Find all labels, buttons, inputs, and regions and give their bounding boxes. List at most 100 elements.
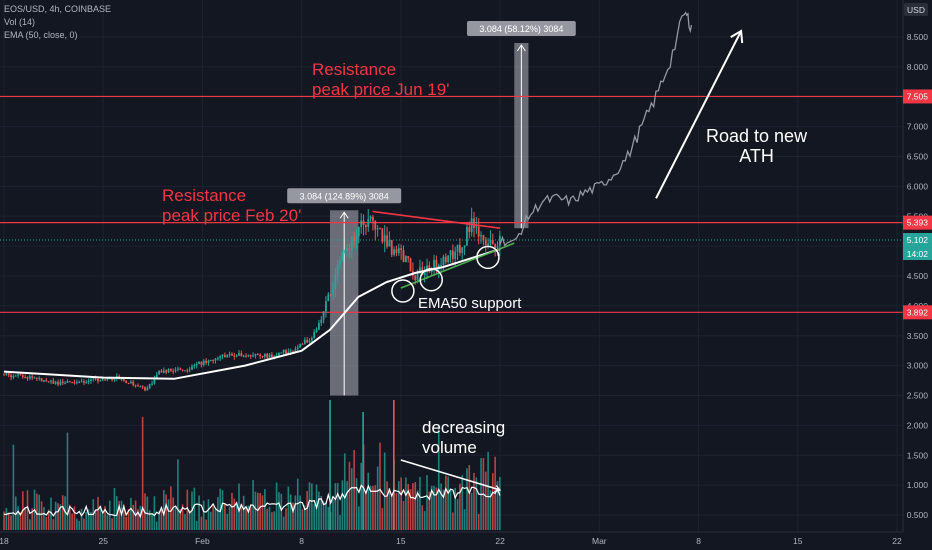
candle-body [45,380,48,382]
candle-body [144,387,146,391]
candle-body [372,216,374,221]
candle-body [106,378,109,380]
support-circles [391,245,500,303]
candle-body [155,374,158,378]
candle-body [451,250,454,259]
volume-bar [83,518,85,530]
volume-bar [214,508,217,530]
volume-bar [73,506,76,530]
volume-bar [430,485,433,530]
volume-bar [452,512,454,530]
volume-bar [311,483,313,530]
candle-body [249,355,252,357]
volume-bar [132,504,135,530]
candle-body [480,235,482,237]
price-axis[interactable]: 0.5001.0001.5002.0002.5003.0003.5004.000… [902,0,932,532]
volume-bar [423,511,426,530]
measure-label-bg [287,188,402,204]
candle-body [31,376,34,379]
candle-body [216,358,219,360]
volume-bar [285,508,287,530]
resistance-jun-annotation: Resistance peak price Jun 19' [312,60,449,100]
volume-bar [313,504,315,530]
candle-body [179,368,182,370]
candle-body [393,249,395,255]
candle-body [336,264,339,275]
candle-body [252,355,254,357]
time-axis[interactable]: 18 25 Feb 8 15 22 Mar 8 15 22 [0,531,932,550]
volume-bar [148,510,151,530]
axis-background [903,0,932,532]
candle-body [73,382,76,384]
volume-bar [348,461,351,530]
candle-body [184,370,186,372]
volume-spike [329,400,331,530]
resistance-trendline [372,210,501,229]
ema50-support-annotation: EMA50 support [418,295,522,312]
candle-body [407,256,410,259]
volume-bar [104,506,106,530]
candle-body [12,375,15,378]
candle-body [332,289,334,295]
horizontal-lines[interactable] [0,95,903,313]
price-label: 5.393 [907,218,929,228]
volume-bar [419,476,421,530]
volume-bar [332,499,334,530]
candle-body [24,376,27,378]
volume-bar [369,485,372,530]
support-circle [476,245,500,270]
candle-body [484,240,487,246]
candle-body [322,311,325,320]
volume-bar [5,508,8,530]
volume-bar [54,501,57,530]
volume-indicator-label[interactable]: Vol (14) [4,17,36,27]
candle-body [259,354,262,357]
volume-spike [393,400,395,530]
volume-bar [45,517,48,530]
volume-bar [372,485,374,530]
volume-bar [101,514,104,530]
volume-bar [367,472,370,530]
candle-body [158,370,160,375]
time-tick: 8 [299,536,304,546]
support-circle [391,279,415,303]
candle-body [125,381,128,383]
volume-bar [296,478,299,530]
volume_trend-trendline [400,459,501,491]
price-tick: 1.000 [907,480,929,490]
resistance-feb-annotation: Resistance peak price Feb 20' [162,186,301,226]
candle-body [108,378,111,380]
volume-bar [94,510,97,530]
time-tick: 22 [495,536,505,546]
volume-bar [249,506,252,530]
candle-body [148,384,151,388]
candle-body [360,220,363,227]
candle-body [487,243,489,246]
volume-bar [106,514,109,530]
volume-bar [437,424,440,530]
volume-bar [151,513,153,530]
volume-bar [245,507,247,530]
candle-body [489,240,492,244]
candle-body [111,378,113,381]
candle-body [151,383,153,385]
candle-body [397,248,400,254]
volume-bar [71,513,73,530]
volume-bar [231,492,233,530]
dec-vol-line2: volume [422,438,477,457]
volume-bar [433,485,435,530]
dec-vol-line1: decreasing [422,418,506,437]
candle-body [47,381,50,383]
volume-bar [484,471,487,530]
ema-indicator-label[interactable]: EMA (50, close, 0) [4,30,78,40]
road-line1: Road to new [706,126,808,146]
volume-bar [496,481,499,530]
volume-bar [388,487,391,530]
volume-bar [7,513,10,530]
candle-body [130,381,132,383]
symbol-info[interactable]: EOS/USD, 4h, COINBASE [4,4,112,14]
candle-body [120,378,123,380]
volume-bar [376,466,379,530]
